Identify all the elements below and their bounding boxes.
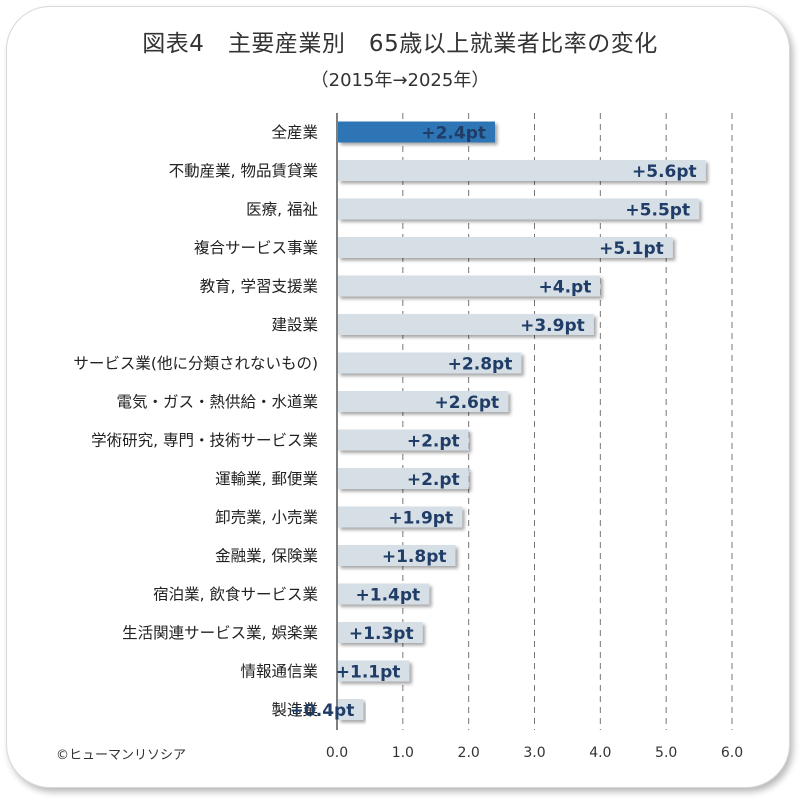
- bar: [338, 583, 430, 605]
- data-label: +0.4pt: [290, 701, 355, 721]
- category-label: 金融業, 保険業: [215, 547, 318, 565]
- x-tick-label: 3.0: [523, 745, 545, 761]
- bar: [338, 352, 522, 374]
- category-label: 運輸業, 郵便業: [215, 470, 318, 488]
- data-label: +3.9pt: [520, 316, 585, 336]
- bar: [338, 660, 410, 682]
- bar: [338, 314, 594, 335]
- bar: [338, 622, 423, 643]
- category-label: 複合サービス事業: [194, 239, 318, 257]
- bar: [338, 391, 509, 412]
- bar: [338, 275, 601, 297]
- bars: [338, 121, 706, 720]
- data-label: +1.9pt: [388, 509, 453, 529]
- data-label: +1.8pt: [382, 547, 447, 567]
- data-label: +5.1pt: [599, 239, 664, 259]
- bar: [338, 198, 700, 220]
- category-label: 全産業: [271, 124, 318, 142]
- x-tick-label: 0.0: [326, 745, 348, 761]
- x-tick-label: 5.0: [655, 745, 677, 761]
- x-tick-label: 6.0: [721, 745, 743, 761]
- labels: 0.0 1.0 2.0 3.0 4.0 5.0 6.0 全産業 +2.4pt 不動産業, 物品賃貸…: [73, 124, 743, 762]
- data-label: +2.4pt: [421, 124, 486, 144]
- copyright-text: ©ヒューマンリソシア: [56, 748, 187, 763]
- bar: [338, 699, 364, 720]
- data-label: +2.6pt: [435, 393, 500, 413]
- bar: [338, 160, 706, 181]
- data-label: +4.pt: [539, 278, 592, 298]
- category-label: 学術研究, 専門・技術サービス業: [91, 432, 318, 450]
- category-label: 宿泊業, 飲食サービス業: [153, 586, 318, 604]
- bar: [338, 545, 456, 566]
- category-label: 卸売業, 小売業: [215, 509, 318, 527]
- category-label: 不動産業, 物品賃貸業: [169, 162, 318, 180]
- x-tick-label: 1.0: [392, 745, 414, 761]
- chart-title: 図表4 主要産業別 65歳以上就業者比率の変化: [142, 31, 658, 57]
- bar: [338, 506, 463, 528]
- category-label: 医療, 福祉: [246, 201, 318, 219]
- bar: [338, 468, 469, 489]
- category-label: 情報通信業: [240, 663, 318, 681]
- x-tick-label: 2.0: [458, 745, 480, 761]
- bar: [338, 237, 673, 258]
- category-label: 製造業: [271, 701, 318, 719]
- data-label: +2.pt: [407, 432, 460, 452]
- category-label: サービス業(他に分類されないもの): [73, 355, 318, 373]
- chart-subtitle: （2015年→2025年）: [310, 70, 490, 91]
- data-label: +5.5pt: [625, 201, 690, 221]
- category-label: 建設業: [271, 316, 318, 334]
- bar: [338, 429, 469, 451]
- data-label: +1.3pt: [349, 624, 414, 644]
- category-label: 生活関連サービス業, 娯楽業: [122, 624, 318, 642]
- data-label: +1.4pt: [356, 586, 421, 606]
- data-label: +5.6pt: [632, 162, 697, 182]
- data-label: +2.pt: [407, 470, 460, 490]
- category-label: 教育, 学習支援業: [200, 278, 318, 296]
- category-label: 電気・ガス・熱供給・水道業: [116, 393, 318, 411]
- data-label: +1.1pt: [336, 663, 401, 683]
- bar: [338, 121, 495, 143]
- x-tick-label: 4.0: [589, 745, 611, 761]
- data-label: +2.8pt: [448, 355, 513, 375]
